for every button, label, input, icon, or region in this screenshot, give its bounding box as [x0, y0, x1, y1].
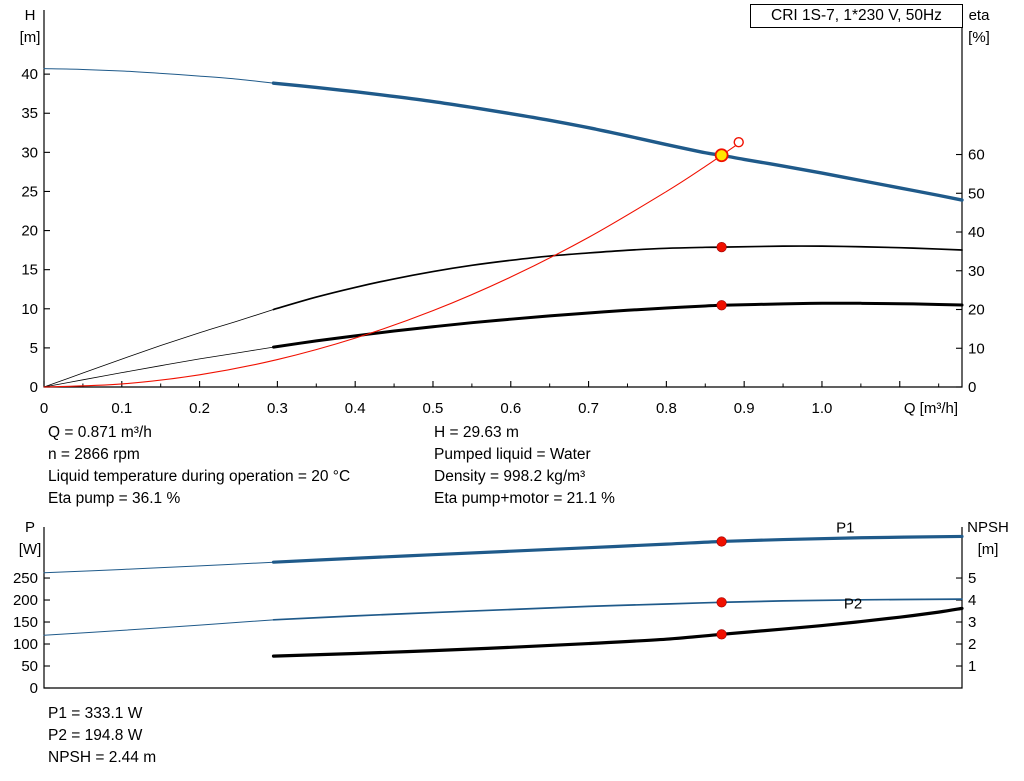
info-speed: n = 2866 rpm — [48, 446, 140, 463]
y-right-axis-name: NPSH — [967, 519, 1009, 536]
p2-point — [716, 597, 727, 608]
system-curve — [43, 143, 738, 388]
info-flow: Q = 0.871 m³/h — [48, 424, 152, 441]
y-left-axis-unit: [W] — [19, 541, 42, 558]
y-tick-label: 0 — [968, 379, 976, 396]
hq-y-left-axis: 0 5 10 15 20 25 30 35 40 H [m] — [20, 7, 50, 396]
eta-pump-extension — [43, 309, 274, 388]
y-tick-label: 20 — [21, 223, 38, 240]
y-tick-label: 200 — [13, 592, 38, 609]
info-density: Density = 998.2 kg/m³ — [434, 468, 586, 485]
y-tick-label: 3 — [968, 614, 976, 631]
y-right-axis-name: eta — [969, 7, 991, 24]
npsh-point — [716, 629, 727, 640]
y-tick-label: 5 — [30, 340, 38, 357]
x-tick-label: 0.9 — [734, 400, 755, 417]
y-tick-label: 50 — [21, 658, 38, 675]
operating-point-info-left: Q = 0.871 m³/h n = 2866 rpm Liquid tempe… — [48, 422, 350, 510]
y-tick-label: 40 — [21, 66, 38, 83]
y-tick-label: 2 — [968, 636, 976, 653]
y-tick-label: 100 — [13, 636, 38, 653]
x-tick-label: 1.0 — [812, 400, 833, 417]
operating-point-info-right: H = 29.63 m Pumped liquid = Water Densit… — [434, 422, 615, 510]
p2-extension — [43, 619, 274, 636]
p1-curve-label: P1 — [836, 520, 854, 537]
power-info: P1 = 333.1 W P2 = 194.8 W NPSH = 2.44 m — [48, 703, 156, 769]
eta-pump-motor-curve — [272, 301, 964, 349]
power-y-right-axis: 1 2 3 4 5 NPSH [m] — [956, 519, 1009, 675]
pump-model-title-box: CRI 1S-7, 1*230 V, 50Hz — [750, 4, 963, 28]
p2-curve — [272, 598, 963, 621]
x-tick-label: 0.1 — [111, 400, 132, 417]
y-tick-label: 4 — [968, 592, 976, 609]
info-p1: P1 = 333.1 W — [48, 705, 143, 722]
info-temperature: Liquid temperature during operation = 20… — [48, 468, 351, 485]
y-right-axis-unit: [%] — [968, 29, 990, 46]
info-head: H = 29.63 m — [434, 424, 519, 441]
x-tick-label: 0.7 — [578, 400, 599, 417]
x-tick-label: 0.3 — [267, 400, 288, 417]
x-tick-label: 0 — [40, 400, 48, 417]
y-tick-label: 60 — [968, 147, 985, 164]
y-left-axis-name: P — [25, 519, 35, 536]
hq-axes — [43, 10, 963, 388]
eta-pump-curve — [272, 245, 963, 311]
hq-y-right-axis: 0 10 20 30 40 50 60 eta [%] — [956, 7, 990, 396]
x-tick-label: 0.5 — [423, 400, 444, 417]
x-tick-label: 0.4 — [345, 400, 366, 417]
p2-curve-label: P2 — [844, 595, 862, 612]
info-p2: P2 = 194.8 W — [48, 727, 143, 744]
duty-point[interactable] — [714, 148, 729, 163]
head-curve-extension — [43, 68, 274, 84]
info-eta-total: Eta pump+motor = 21.1 % — [434, 490, 615, 507]
y-tick-label: 30 — [968, 263, 985, 280]
p1-point — [716, 536, 727, 547]
y-tick-label: 20 — [968, 302, 985, 319]
y-tick-label: 10 — [968, 340, 985, 357]
y-tick-label: 40 — [968, 224, 985, 241]
hq-x-axis: 0 0.1 0.2 0.3 0.4 0.5 0.6 0.7 0.8 0.9 1.0 Q [m³/h] — [40, 381, 958, 417]
info-eta-pump: Eta pump = 36.1 % — [48, 490, 181, 507]
pump-model-title: CRI 1S-7, 1*230 V, 50Hz — [771, 7, 942, 24]
y-tick-label: 15 — [21, 262, 38, 279]
eta-pump-motor-point — [716, 300, 727, 311]
p1-curve — [271, 534, 964, 564]
p1-extension — [43, 561, 274, 574]
y-tick-label: 50 — [968, 185, 985, 202]
power-y-left-axis: 0 50 100 150 200 250 P [W] — [13, 519, 50, 697]
y-tick-label: 35 — [21, 105, 38, 122]
chart-hq: 0 0.1 0.2 0.3 0.4 0.5 0.6 0.7 0.8 0.9 1.0 Q [m³/h]0… — [20, 7, 991, 417]
eta-pump-motor-extension — [43, 346, 274, 388]
y-right-axis-unit: [m] — [978, 541, 999, 558]
y-tick-label: 1 — [968, 658, 976, 675]
requested-duty-point — [733, 136, 744, 148]
y-tick-label: 30 — [21, 144, 38, 161]
x-axis-label: Q [m³/h] — [904, 400, 958, 417]
y-left-axis-unit: [m] — [20, 29, 41, 46]
y-tick-label: 250 — [13, 570, 38, 587]
y-tick-label: 5 — [968, 570, 976, 587]
y-tick-label: 150 — [13, 614, 38, 631]
info-npsh: NPSH = 2.44 m — [48, 749, 157, 766]
y-left-axis-name: H — [25, 7, 36, 24]
y-tick-label: 25 — [21, 183, 38, 200]
x-tick-label: 0.6 — [500, 400, 521, 417]
x-tick-label: 0.2 — [189, 400, 210, 417]
info-pumped-liquid: Pumped liquid = Water — [434, 446, 591, 463]
npsh-curve — [271, 606, 964, 658]
y-tick-label: 10 — [21, 301, 38, 318]
x-tick-label: 0.8 — [656, 400, 677, 417]
eta-pump-point — [716, 242, 727, 253]
y-tick-label: 0 — [30, 680, 38, 697]
head-curve — [271, 81, 964, 202]
y-tick-label: 0 — [30, 379, 38, 396]
chart-power: 0 50 100 150 200 250 P [W] 1 2 3 4 5 NPSH [m] P1 P2 — [13, 519, 1009, 697]
